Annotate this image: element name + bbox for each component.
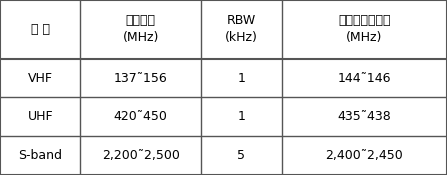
Text: 2,200˜2,500: 2,200˜2,500 <box>102 149 180 162</box>
Text: 435˜438: 435˜438 <box>337 110 391 123</box>
Text: 측정대역
(MHz): 측정대역 (MHz) <box>122 14 159 44</box>
Text: UHF: UHF <box>27 110 53 123</box>
Text: VHF: VHF <box>28 72 53 85</box>
Text: 1: 1 <box>237 110 245 123</box>
Text: 2,400˜2,450: 2,400˜2,450 <box>325 149 403 162</box>
Text: 420˜450: 420˜450 <box>114 110 168 123</box>
Text: RBW
(kHz): RBW (kHz) <box>225 14 258 44</box>
Text: 144˜146: 144˜146 <box>337 72 391 85</box>
Text: S-band: S-band <box>18 149 62 162</box>
Text: 1: 1 <box>237 72 245 85</box>
Text: 대 역: 대 역 <box>31 23 50 36</box>
Text: 아마추어주파수
(MHz): 아마추어주파수 (MHz) <box>338 14 391 44</box>
Text: 5: 5 <box>237 149 245 162</box>
Text: 137˜156: 137˜156 <box>114 72 168 85</box>
